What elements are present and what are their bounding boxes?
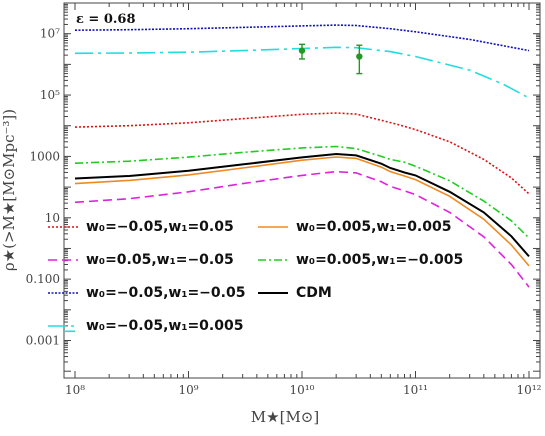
legend-label: w₀=−0.05,w₁=−0.05 bbox=[86, 285, 245, 301]
legend-label: w₀=0.005,w₁=0.005 bbox=[296, 219, 451, 235]
axis-ticks: 10⁸ 10⁹ 10¹⁰ 10¹¹ 10¹² 10⁷ 10⁵ 1000 10 0.100 0.001 bbox=[26, 3, 542, 397]
y-tick-label: 10⁷ bbox=[40, 27, 60, 41]
legend-label: w₀=−0.05,w₁=0.05 bbox=[86, 219, 234, 235]
y-tick-label: 1000 bbox=[29, 149, 60, 163]
x-axis-label: M★[M⊙] bbox=[251, 408, 319, 426]
x-tick-label: 10¹² bbox=[517, 383, 542, 397]
y-tick-label: 0.001 bbox=[26, 334, 60, 348]
series-line bbox=[74, 170, 530, 288]
data-point bbox=[356, 53, 363, 60]
legend-label: CDM bbox=[296, 285, 332, 301]
legend: w₀=−0.05,w₁=0.05 w₀=0.005,w₁=0.005 w₀=0.05… bbox=[48, 219, 463, 334]
y-tick-label: 0.100 bbox=[26, 272, 60, 286]
y-tick-label: 10⁵ bbox=[40, 88, 60, 102]
x-tick-label: 10⁹ bbox=[178, 383, 198, 397]
series-line bbox=[74, 152, 530, 258]
legend-label: w₀=−0.05,w₁=0.005 bbox=[86, 318, 243, 334]
x-tick-label: 10⁸ bbox=[65, 383, 85, 397]
x-tick-label: 10¹¹ bbox=[403, 383, 428, 397]
series-line bbox=[74, 156, 530, 267]
y-axis-label: ρ★(>M★[M⊙Mpc⁻³]) bbox=[0, 109, 18, 271]
series-line bbox=[74, 145, 530, 239]
y-tick-label: 10 bbox=[45, 211, 60, 225]
series-line bbox=[74, 46, 530, 99]
series-lines bbox=[64, 24, 530, 333]
series-line bbox=[74, 112, 530, 195]
data-point bbox=[298, 47, 306, 54]
data-points bbox=[298, 43, 363, 75]
x-tick-label: 10¹⁰ bbox=[290, 383, 315, 397]
epsilon-annotation: ε = 0.68 bbox=[76, 12, 136, 27]
legend-label: w₀=0.05,w₁=−0.05 bbox=[86, 252, 234, 268]
legend-label: w₀=0.005,w₁=−0.005 bbox=[296, 252, 463, 268]
